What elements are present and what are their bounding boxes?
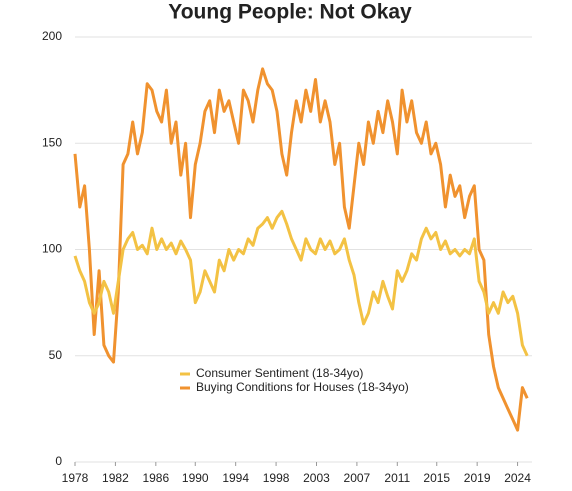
y-tick-label: 150	[42, 135, 62, 149]
x-tick-label: 1994	[222, 471, 249, 485]
x-tick-label: 2011	[384, 471, 410, 485]
series-line	[73, 67, 529, 432]
x-tick-label: 2019	[464, 471, 491, 485]
x-tick-label: 2003	[303, 471, 330, 485]
y-tick-label: 0	[55, 454, 62, 468]
y-tick-label: 100	[42, 242, 62, 256]
series-line	[73, 209, 529, 357]
x-tick-label: 1990	[182, 471, 209, 485]
x-tick-label: 1998	[263, 471, 290, 485]
y-tick-label: 50	[49, 348, 63, 362]
legend-label: Buying Conditions for Houses (18-34yo)	[196, 380, 409, 394]
x-tick-label: 1982	[102, 471, 129, 485]
chart-title: Young People: Not Okay	[168, 1, 412, 24]
x-tick-label: 2024	[504, 471, 531, 485]
x-tick-label: 2007	[344, 471, 371, 485]
y-tick-label: 200	[42, 29, 62, 43]
x-tick-label: 1978	[62, 471, 89, 485]
legend-label: Consumer Sentiment (18-34yo)	[196, 366, 363, 380]
x-tick-label: 2015	[423, 471, 450, 485]
x-tick-label: 1986	[142, 471, 169, 485]
